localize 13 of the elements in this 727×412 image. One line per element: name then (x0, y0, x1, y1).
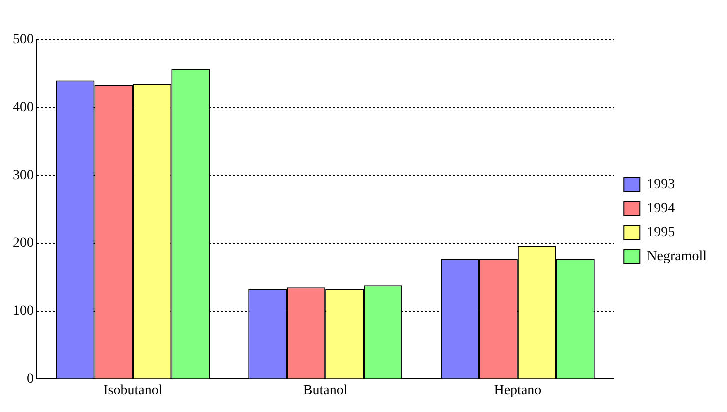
y-tick-label: 300 (13, 168, 34, 184)
legend-label: 1993 (647, 178, 676, 193)
y-tick-label: 100 (13, 304, 34, 320)
legend-label: 1995 (647, 226, 676, 241)
y-tick-label: 200 (13, 236, 34, 252)
x-tick-label: Butanol (303, 383, 348, 398)
legend-label: 1994 (647, 202, 676, 217)
x-tick-label: Isobutanol (104, 383, 163, 398)
y-tick-label: 500 (13, 32, 34, 48)
x-tick-label: Heptano (494, 383, 542, 398)
legend-label: Negramoll (647, 250, 708, 265)
y-tick-label: 400 (13, 100, 34, 116)
y-tick-label: 0 (27, 372, 34, 387)
